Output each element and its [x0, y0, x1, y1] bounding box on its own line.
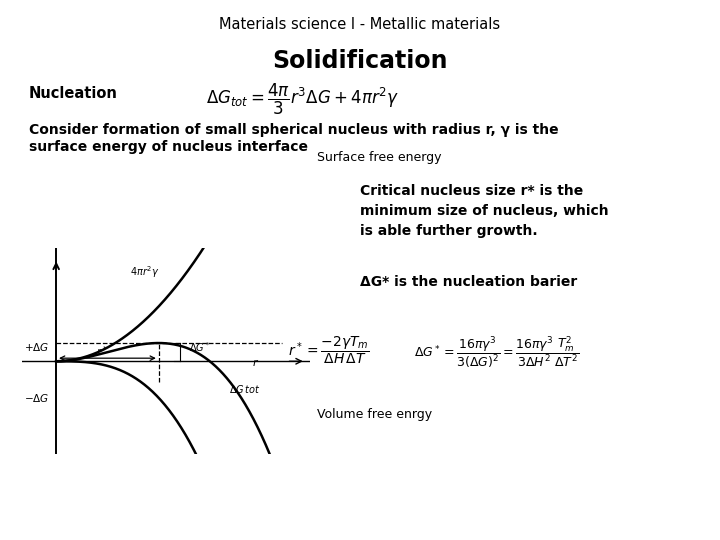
- Text: $+\Delta G$: $+\Delta G$: [24, 341, 50, 353]
- Text: Materials science I - Metallic materials: Materials science I - Metallic materials: [220, 17, 500, 32]
- Text: $4\pi r^2\gamma$: $4\pi r^2\gamma$: [130, 265, 160, 280]
- Text: surface energy of nucleus interface: surface energy of nucleus interface: [29, 140, 308, 154]
- Text: Volume free enrgy: Volume free enrgy: [317, 408, 432, 421]
- Text: $\Delta G\,tot$: $\Delta G\,tot$: [229, 383, 261, 395]
- Text: Critical nucleus size r* is the
minimum size of nucleus, which
is able further g: Critical nucleus size r* is the minimum …: [360, 184, 608, 238]
- Text: Consider formation of small spherical nucleus with radius r, γ is the: Consider formation of small spherical nu…: [29, 123, 559, 137]
- Text: $-\Delta G$: $-\Delta G$: [24, 392, 50, 404]
- Text: Solidification: Solidification: [272, 49, 448, 72]
- Text: $r$: $r$: [252, 357, 259, 368]
- Text: Surface free energy: Surface free energy: [317, 151, 441, 164]
- Text: $r^* = \dfrac{-2\gamma T_m}{\Delta H \, \Delta T}$: $r^* = \dfrac{-2\gamma T_m}{\Delta H \, …: [288, 335, 369, 366]
- Text: $\Delta G^*$: $\Delta G^*$: [189, 340, 211, 354]
- Text: $\Delta G^* = \dfrac{16\pi\gamma^3}{3(\Delta G)^2} = \dfrac{16\pi\gamma^3}{3\Del: $\Delta G^* = \dfrac{16\pi\gamma^3}{3(\D…: [414, 335, 580, 371]
- Text: $r^*$: $r^*$: [96, 344, 108, 357]
- Text: ΔG* is the nucleation barier: ΔG* is the nucleation barier: [360, 275, 577, 289]
- Text: Nucleation: Nucleation: [29, 86, 117, 102]
- Text: $\Delta G_{tot} = \dfrac{4\pi}{3}r^3\Delta G + 4\pi r^2\gamma$: $\Delta G_{tot} = \dfrac{4\pi}{3}r^3\Del…: [206, 82, 399, 117]
